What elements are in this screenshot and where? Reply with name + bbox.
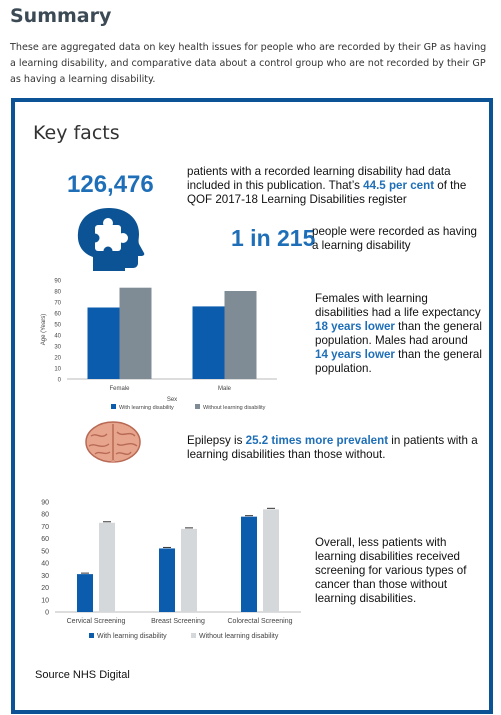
x-axis-label: Sex [167,397,177,403]
legend-label: Without learning disability [203,405,266,411]
bar [119,287,152,379]
cancer-screening-chart: 90 80 70 60 50 40 30 20 10 0 Cervical Screening Bre… [29,492,305,657]
x-tick-label: Colorectal Screening [228,618,293,625]
page-title: Summary [10,5,112,27]
bar [77,574,93,612]
legend-label: With learning disability [97,633,167,640]
fact-life-expectancy: Females with learning disabilities had a… [315,292,483,376]
fact-patients: patients with a recorded learning disabi… [187,165,477,207]
fact-life-highlight-male: 14 years lower [315,348,395,361]
bar [181,528,197,612]
legend-swatch [191,633,196,638]
bar [87,307,120,379]
fact-screening: Overall, less patients with learning dis… [315,536,467,605]
y-tick-label: 70 [54,301,61,307]
bar [241,516,257,612]
fact-life-text-a: Females with learning disabilities had a… [315,292,481,319]
x-tick-label: Breast Screening [151,618,205,625]
fact-epilepsy-text-a: Epilepsy is [187,434,246,447]
x-tick-label: Male [218,386,232,392]
x-tick-label: Female [109,386,130,392]
bar [263,509,279,612]
y-tick-label: 40 [41,561,49,568]
y-tick-label: 90 [54,279,61,285]
fact-epilepsy-highlight: 25.2 times more prevalent [245,434,389,447]
key-facts-heading: Key facts [33,122,120,144]
y-tick-label: 10 [54,367,61,373]
fact-prevalence: people were recorded as having a learnin… [312,225,477,252]
y-tick-label: 40 [54,334,61,340]
fact-patients-text-a: patients with a recorded learning disabi… [187,165,451,192]
y-tick-label: 90 [41,500,49,507]
legend-swatch [195,404,200,409]
prevalence-ratio: 1 in 215 [231,225,316,251]
legend-swatch [89,633,94,638]
legend-label: Without learning disability [199,633,279,640]
y-tick-label: 60 [41,536,49,543]
y-tick-label: 10 [41,597,49,604]
patient-count: 126,476 [67,171,154,198]
y-tick-label: 60 [54,312,61,318]
fact-life-highlight-female: 18 years lower [315,320,395,333]
fact-epilepsy: Epilepsy is 25.2 times more prevalent in… [187,434,479,462]
y-tick-label: 70 [41,524,49,531]
head-puzzle-icon [73,207,145,278]
fact-patients-text-b: of the QOF 2017-18 Learning Disabilities… [187,179,467,206]
y-tick-label: 0 [58,378,62,384]
y-tick-label: 0 [45,610,49,617]
x-tick-label: Cervical Screening [67,618,126,625]
summary-intro: These are aggregated data on key health … [10,42,487,85]
y-tick-label: 20 [54,356,61,362]
fact-patients-highlight: 44.5 per cent [363,179,435,192]
y-tick-label: 20 [41,585,49,592]
legend-label: With learning disability [119,405,174,411]
bar [192,306,225,379]
legend-swatch [111,404,116,409]
y-tick-label: 80 [54,290,61,296]
source-note: Source NHS Digital [35,669,130,681]
y-axis-label: Age (Years) [41,314,47,345]
y-tick-label: 50 [41,548,49,555]
key-facts-infographic: Key facts 126,476 patients with a record… [11,98,493,714]
brain-icon [83,420,143,471]
y-tick-label: 30 [41,573,49,580]
bar [224,291,257,379]
fact-life-text-b: than the general population. Males had a… [315,320,482,347]
y-tick-label: 30 [54,345,61,351]
y-tick-label: 80 [41,512,49,519]
fact-life-text-c: than the general population. [315,348,482,375]
fact-epilepsy-text-b: in patients with a learning disabilities… [187,434,478,461]
bar [159,548,175,612]
bar [99,522,115,612]
y-tick-label: 50 [54,323,61,329]
life-expectancy-chart: 90 80 70 60 50 40 30 20 10 0 Female Male Age (Years)… [29,270,293,423]
